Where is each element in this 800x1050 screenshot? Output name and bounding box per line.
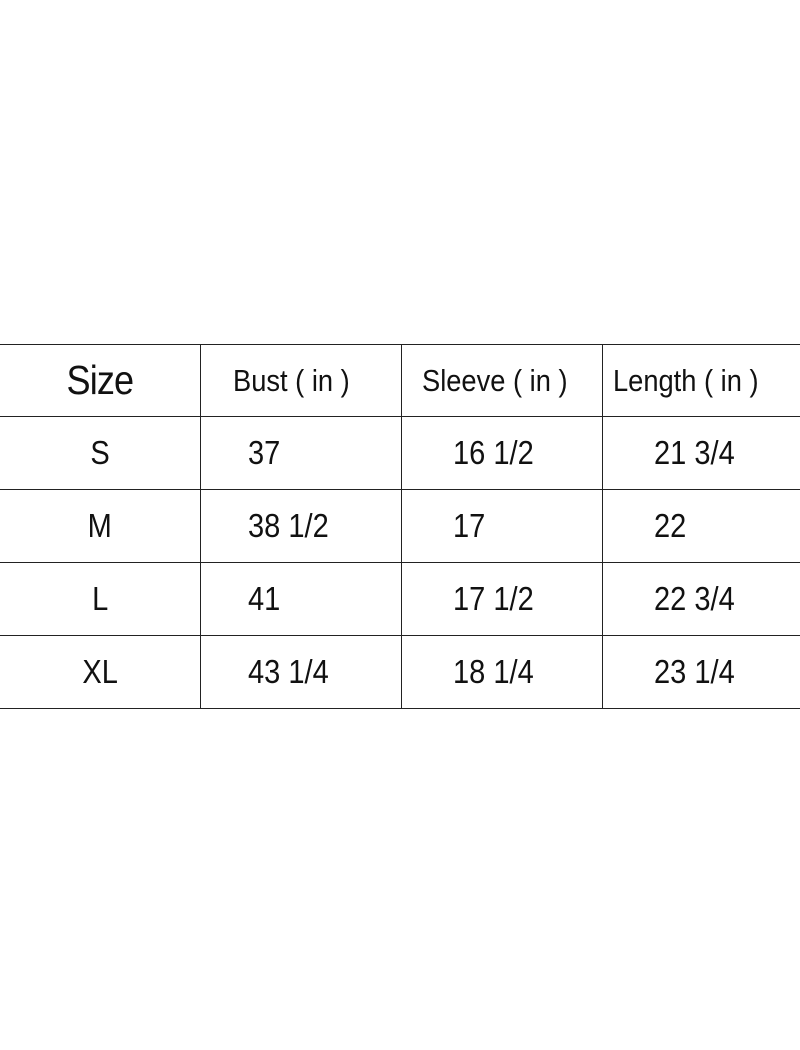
table-cell: 37 bbox=[200, 417, 401, 489]
header-cell: Sleeve ( in ) bbox=[401, 345, 602, 416]
cell-value: 22 3/4 bbox=[654, 580, 735, 617]
table-row: M 38 1/2 17 22 bbox=[0, 490, 800, 563]
header-cell: Length ( in ) bbox=[602, 345, 800, 416]
header-cell: Size bbox=[0, 345, 200, 416]
table-cell: L bbox=[0, 563, 200, 635]
table-cell: XL bbox=[0, 636, 200, 708]
table-cell: S bbox=[0, 417, 200, 489]
table-header-row: Size Bust ( in ) Sleeve ( in ) Length ( … bbox=[0, 344, 800, 417]
cell-value: 37 bbox=[248, 434, 281, 471]
cell-value: 43 1/4 bbox=[248, 653, 329, 690]
table-cell: 17 1/2 bbox=[401, 563, 602, 635]
cell-value: 41 bbox=[248, 580, 281, 617]
cell-value: 23 1/4 bbox=[654, 653, 735, 690]
cell-value: 18 1/4 bbox=[453, 653, 534, 690]
table-cell: 38 1/2 bbox=[200, 490, 401, 562]
cell-value: 17 1/2 bbox=[453, 580, 534, 617]
table-row: XL 43 1/4 18 1/4 23 1/4 bbox=[0, 636, 800, 709]
header-bust: Bust ( in ) bbox=[233, 362, 350, 398]
header-cell: Bust ( in ) bbox=[200, 345, 401, 416]
cell-value: XL bbox=[82, 653, 118, 690]
cell-value: 38 1/2 bbox=[248, 507, 329, 544]
cell-value: 17 bbox=[453, 507, 486, 544]
table-cell: M bbox=[0, 490, 200, 562]
table-cell: 22 3/4 bbox=[602, 563, 800, 635]
header-length: Length ( in ) bbox=[613, 362, 759, 398]
table-cell: 21 3/4 bbox=[602, 417, 800, 489]
cell-value: 22 bbox=[654, 507, 687, 544]
table-row: S 37 16 1/2 21 3/4 bbox=[0, 417, 800, 490]
cell-value: 21 3/4 bbox=[654, 434, 735, 471]
cell-value: 16 1/2 bbox=[453, 434, 534, 471]
table-cell: 43 1/4 bbox=[200, 636, 401, 708]
header-size: Size bbox=[66, 357, 135, 403]
cell-value: M bbox=[87, 507, 113, 544]
table-cell: 17 bbox=[401, 490, 602, 562]
table-cell: 16 1/2 bbox=[401, 417, 602, 489]
cell-value: S bbox=[90, 434, 110, 471]
table-cell: 22 bbox=[602, 490, 800, 562]
cell-value: L bbox=[91, 580, 109, 617]
table-cell: 41 bbox=[200, 563, 401, 635]
table-row: L 41 17 1/2 22 3/4 bbox=[0, 563, 800, 636]
table-cell: 23 1/4 bbox=[602, 636, 800, 708]
size-chart-table: Size Bust ( in ) Sleeve ( in ) Length ( … bbox=[0, 344, 800, 709]
header-sleeve: Sleeve ( in ) bbox=[422, 362, 568, 398]
table-cell: 18 1/4 bbox=[401, 636, 602, 708]
